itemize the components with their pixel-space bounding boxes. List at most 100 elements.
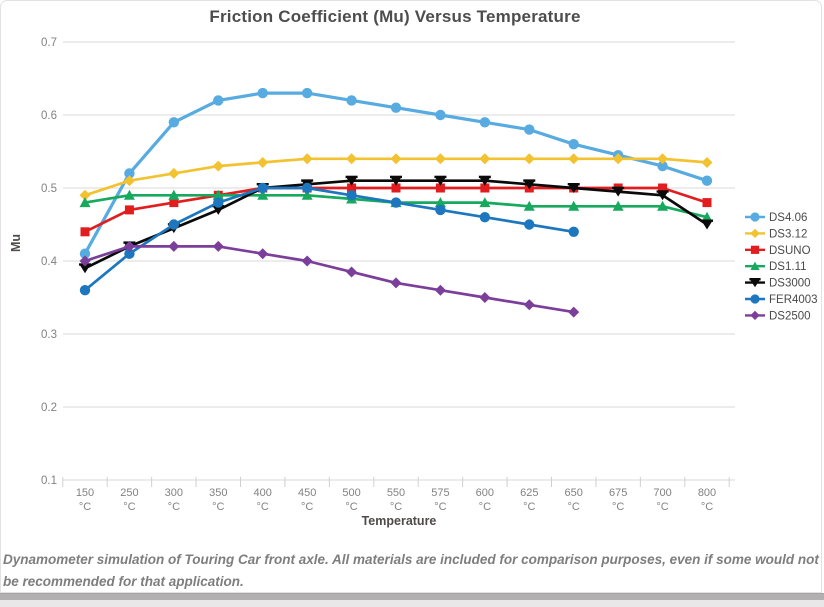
ds3000-point-650 bbox=[568, 185, 579, 193]
fer4003-point-450 bbox=[301, 182, 313, 194]
fer4003-point-300 bbox=[168, 219, 180, 230]
ds4.06-point-575 bbox=[435, 109, 446, 121]
ds3000-point-675 bbox=[613, 188, 624, 197]
x-tick-label-675: 675 °C bbox=[609, 487, 627, 513]
legend-item-ds2500[interactable]: DS2500 bbox=[745, 310, 811, 322]
legend-marker-ds4.06 bbox=[750, 212, 760, 222]
chart-card bbox=[0, 0, 822, 593]
dsuno-point-300 bbox=[169, 198, 179, 208]
series-line-ds2500 bbox=[83, 245, 576, 314]
ds3000-point-350 bbox=[213, 206, 224, 215]
ds4.06-point-600 bbox=[479, 117, 491, 128]
ds2500-point-450 bbox=[301, 255, 313, 267]
ds3.12-point-650 bbox=[568, 153, 580, 165]
legend: DS4.06 DS3.12 DSUNO DS1.11 DS3000 FER4003 DS25… bbox=[745, 212, 818, 322]
ds4.06-point-300 bbox=[168, 117, 180, 128]
ds3.12-point-700 bbox=[657, 153, 669, 165]
ds3000-point-150 bbox=[80, 265, 90, 274]
x-tick-label-650: 650 °C bbox=[565, 487, 583, 513]
fer4003-point-575 bbox=[435, 204, 446, 216]
ds2500-point-575 bbox=[434, 284, 446, 296]
x-tick-label-300: 300 °C bbox=[165, 487, 183, 513]
y-tick-label-0.6: 0.6 bbox=[41, 110, 57, 122]
legend-item-ds3000[interactable]: DS3000 bbox=[745, 278, 811, 290]
horizontal-scrollbar-track[interactable] bbox=[0, 600, 824, 607]
legend-item-dsuno[interactable]: DSUNO bbox=[745, 245, 811, 257]
ds4.06-point-400 bbox=[257, 87, 268, 99]
series-ds4.06 bbox=[79, 87, 713, 259]
ds1.11-point-575 bbox=[434, 197, 446, 208]
legend-marker-ds3.12 bbox=[750, 228, 760, 238]
ds1.11-point-350 bbox=[212, 189, 224, 200]
x-tick-label-400: 400 °C bbox=[254, 487, 272, 513]
dsuno-point-575 bbox=[435, 183, 445, 193]
ds3.12-point-150 bbox=[79, 189, 91, 201]
fer4003-point-250 bbox=[124, 248, 135, 259]
ds3000-point-575 bbox=[435, 177, 446, 186]
x-tick-label-575: 575 °C bbox=[431, 487, 449, 513]
legend-item-ds4.06[interactable]: DS4.06 bbox=[745, 212, 807, 224]
ds1.11-point-700 bbox=[657, 200, 669, 211]
ds3.12-point-250 bbox=[123, 175, 135, 187]
ds3.12-point-800 bbox=[701, 156, 713, 168]
fer4003-point-350 bbox=[213, 197, 224, 208]
ds4.06-point-450 bbox=[301, 87, 313, 99]
legend-label-dsuno: DSUNO bbox=[769, 245, 811, 257]
ds3000-point-700 bbox=[657, 192, 668, 201]
ds3.12-point-450 bbox=[301, 153, 313, 165]
ds3000-point-550 bbox=[390, 175, 402, 179]
friction-chart: 0.1 0.2 0.3 0.4 0.5 0.6 0.7 150 °C 250 °C 300 °C 350 °… bbox=[41, 37, 818, 513]
ds1.11-point-650 bbox=[568, 200, 580, 211]
fer4003-point-650 bbox=[568, 226, 579, 237]
dsuno-point-700 bbox=[658, 183, 668, 193]
y-tick-label-0.3: 0.3 bbox=[41, 329, 57, 341]
x-tick-label-500: 500 °C bbox=[342, 487, 360, 513]
y-tick-label-0.4: 0.4 bbox=[41, 256, 58, 268]
ds3.12-point-500 bbox=[346, 153, 358, 165]
legend-item-ds3.12[interactable]: DS3.12 bbox=[745, 228, 807, 240]
legend-label-ds3000: DS3000 bbox=[769, 278, 811, 290]
legend-marker-dsuno bbox=[750, 245, 760, 254]
ds3.12-point-350 bbox=[212, 160, 224, 172]
legend-label-ds2500: DS2500 bbox=[769, 310, 811, 322]
ds4.06-point-650 bbox=[568, 139, 579, 150]
ds2500-point-625 bbox=[523, 299, 535, 311]
fer4003-point-150 bbox=[79, 285, 91, 296]
ds3000-point-800 bbox=[702, 221, 712, 230]
legend-label-ds3.12: DS3.12 bbox=[769, 228, 807, 240]
ds2500-point-500 bbox=[346, 266, 358, 278]
ds2500-point-350 bbox=[212, 240, 224, 252]
ds4.06-point-625 bbox=[524, 124, 535, 135]
ds2500-point-150 bbox=[79, 255, 91, 267]
horizontal-scrollbar-thumb[interactable] bbox=[0, 593, 824, 600]
chart-title: Friction Coefficient (Mu) Versus Tempera… bbox=[209, 7, 581, 26]
ds1.11-point-250 bbox=[123, 189, 135, 200]
ds3000-point-450 bbox=[301, 179, 314, 182]
ds1.11-point-400 bbox=[257, 189, 269, 200]
ds3000-point-500 bbox=[345, 175, 358, 179]
ds3000-point-675 bbox=[612, 186, 625, 190]
legend-item-ds1.11[interactable]: DS1.11 bbox=[745, 261, 807, 273]
dsuno-point-600 bbox=[480, 183, 490, 193]
ds3.12-point-550 bbox=[390, 153, 402, 165]
ds2500-point-300 bbox=[168, 240, 180, 252]
fer4003-point-550 bbox=[390, 197, 402, 208]
series-fer4003 bbox=[79, 182, 579, 296]
fer4003-point-625 bbox=[524, 219, 535, 230]
x-tick-label-700: 700 °C bbox=[653, 487, 671, 513]
ds3000-point-500 bbox=[346, 177, 357, 186]
x-tick-label-350: 350 °C bbox=[209, 487, 227, 513]
ds2500-point-400 bbox=[257, 248, 269, 260]
ds2500-point-550 bbox=[390, 277, 402, 289]
legend-item-fer4003[interactable]: FER4003 bbox=[745, 294, 818, 306]
dsuno-point-250 bbox=[124, 205, 134, 215]
ds3.12-point-625 bbox=[523, 153, 535, 165]
series-ds2500 bbox=[79, 240, 580, 318]
ds3.12-point-675 bbox=[612, 153, 624, 165]
legend-marker-fer4003 bbox=[750, 294, 760, 304]
legend-marker-ds3000 bbox=[750, 280, 760, 288]
legend-marker-ds2500 bbox=[750, 310, 760, 320]
ds1.11-point-625 bbox=[523, 200, 535, 211]
y-axis-title: Mu bbox=[9, 233, 23, 253]
